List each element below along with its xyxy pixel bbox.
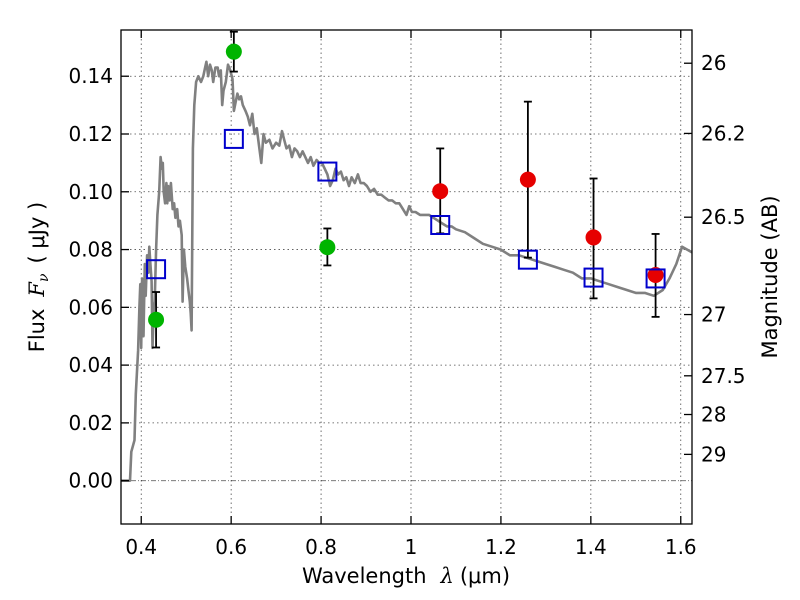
model-box-point [146, 259, 167, 280]
red-data-point [647, 266, 664, 283]
x-tick-label: 1.4 [575, 535, 607, 559]
model-box-point [583, 267, 604, 288]
green-data-point [225, 43, 242, 60]
model-box-point [517, 249, 538, 270]
y-tick-label: 0.12 [68, 122, 113, 146]
model-box-point [430, 215, 451, 235]
y-tick-label: 0.00 [68, 469, 113, 493]
y-tick-label: 0.10 [68, 180, 113, 204]
x-tick-label: 1.6 [665, 535, 697, 559]
y2-tick-label: 27 [701, 303, 726, 327]
y-axis-label: Flux Fν ( μJy ) [25, 202, 52, 352]
x-axis-unit: (μm) [460, 564, 510, 588]
red-data-point [519, 171, 536, 188]
x-tick-label: 0.6 [215, 535, 247, 559]
sed-line [121, 60, 692, 482]
x-axis-symbol: λ [440, 564, 454, 588]
x-tick-label: 1 [405, 535, 418, 559]
y2-tick-label: 28 [701, 403, 726, 427]
red-data-point [432, 183, 449, 200]
plot-frame [120, 29, 693, 525]
green-data-point [319, 239, 336, 256]
y-axis-unit: ( μJy ) [25, 202, 49, 264]
y2-tick-label: 26.2 [701, 121, 746, 145]
y-axis-symbol: F [25, 281, 49, 298]
y2-tick-label: 26 [701, 51, 726, 75]
model-box-point [645, 268, 666, 289]
x-tick-label: 1.2 [485, 535, 517, 559]
y2-tick-label: 27.5 [701, 364, 746, 388]
plot-area [121, 30, 692, 482]
y-axis-label-text: Flux [25, 309, 49, 353]
axis-ticks: 0.4 0.6 0.8 1 1.2 1.4 1.6 0.00 0.02 0.04 0.06 0.08 0… [68, 30, 746, 559]
x-axis-label: Wavelength λ (μm) [302, 564, 510, 588]
y-tick-label: 0.14 [68, 64, 113, 88]
y-tick-label: 0.04 [68, 353, 113, 377]
y-tick-label: 0.08 [68, 238, 113, 262]
y-tick-label: 0.02 [68, 411, 113, 435]
y-tick-label: 0.06 [68, 295, 113, 319]
red-data-point [585, 229, 602, 246]
y2-tick-label: 29 [701, 442, 726, 466]
x-tick-label: 0.4 [125, 535, 157, 559]
model-box-point [223, 128, 244, 149]
y2-axis-label: Magnitude (AB) [758, 195, 782, 358]
y2-tick-label: 26.5 [701, 205, 746, 229]
green-data-point [148, 311, 165, 328]
grid [121, 30, 692, 524]
model-box-point [317, 161, 338, 182]
x-tick-label: 0.8 [305, 535, 337, 559]
y-axis-subscript: ν [36, 273, 52, 282]
x-axis-label-text: Wavelength [302, 564, 427, 588]
